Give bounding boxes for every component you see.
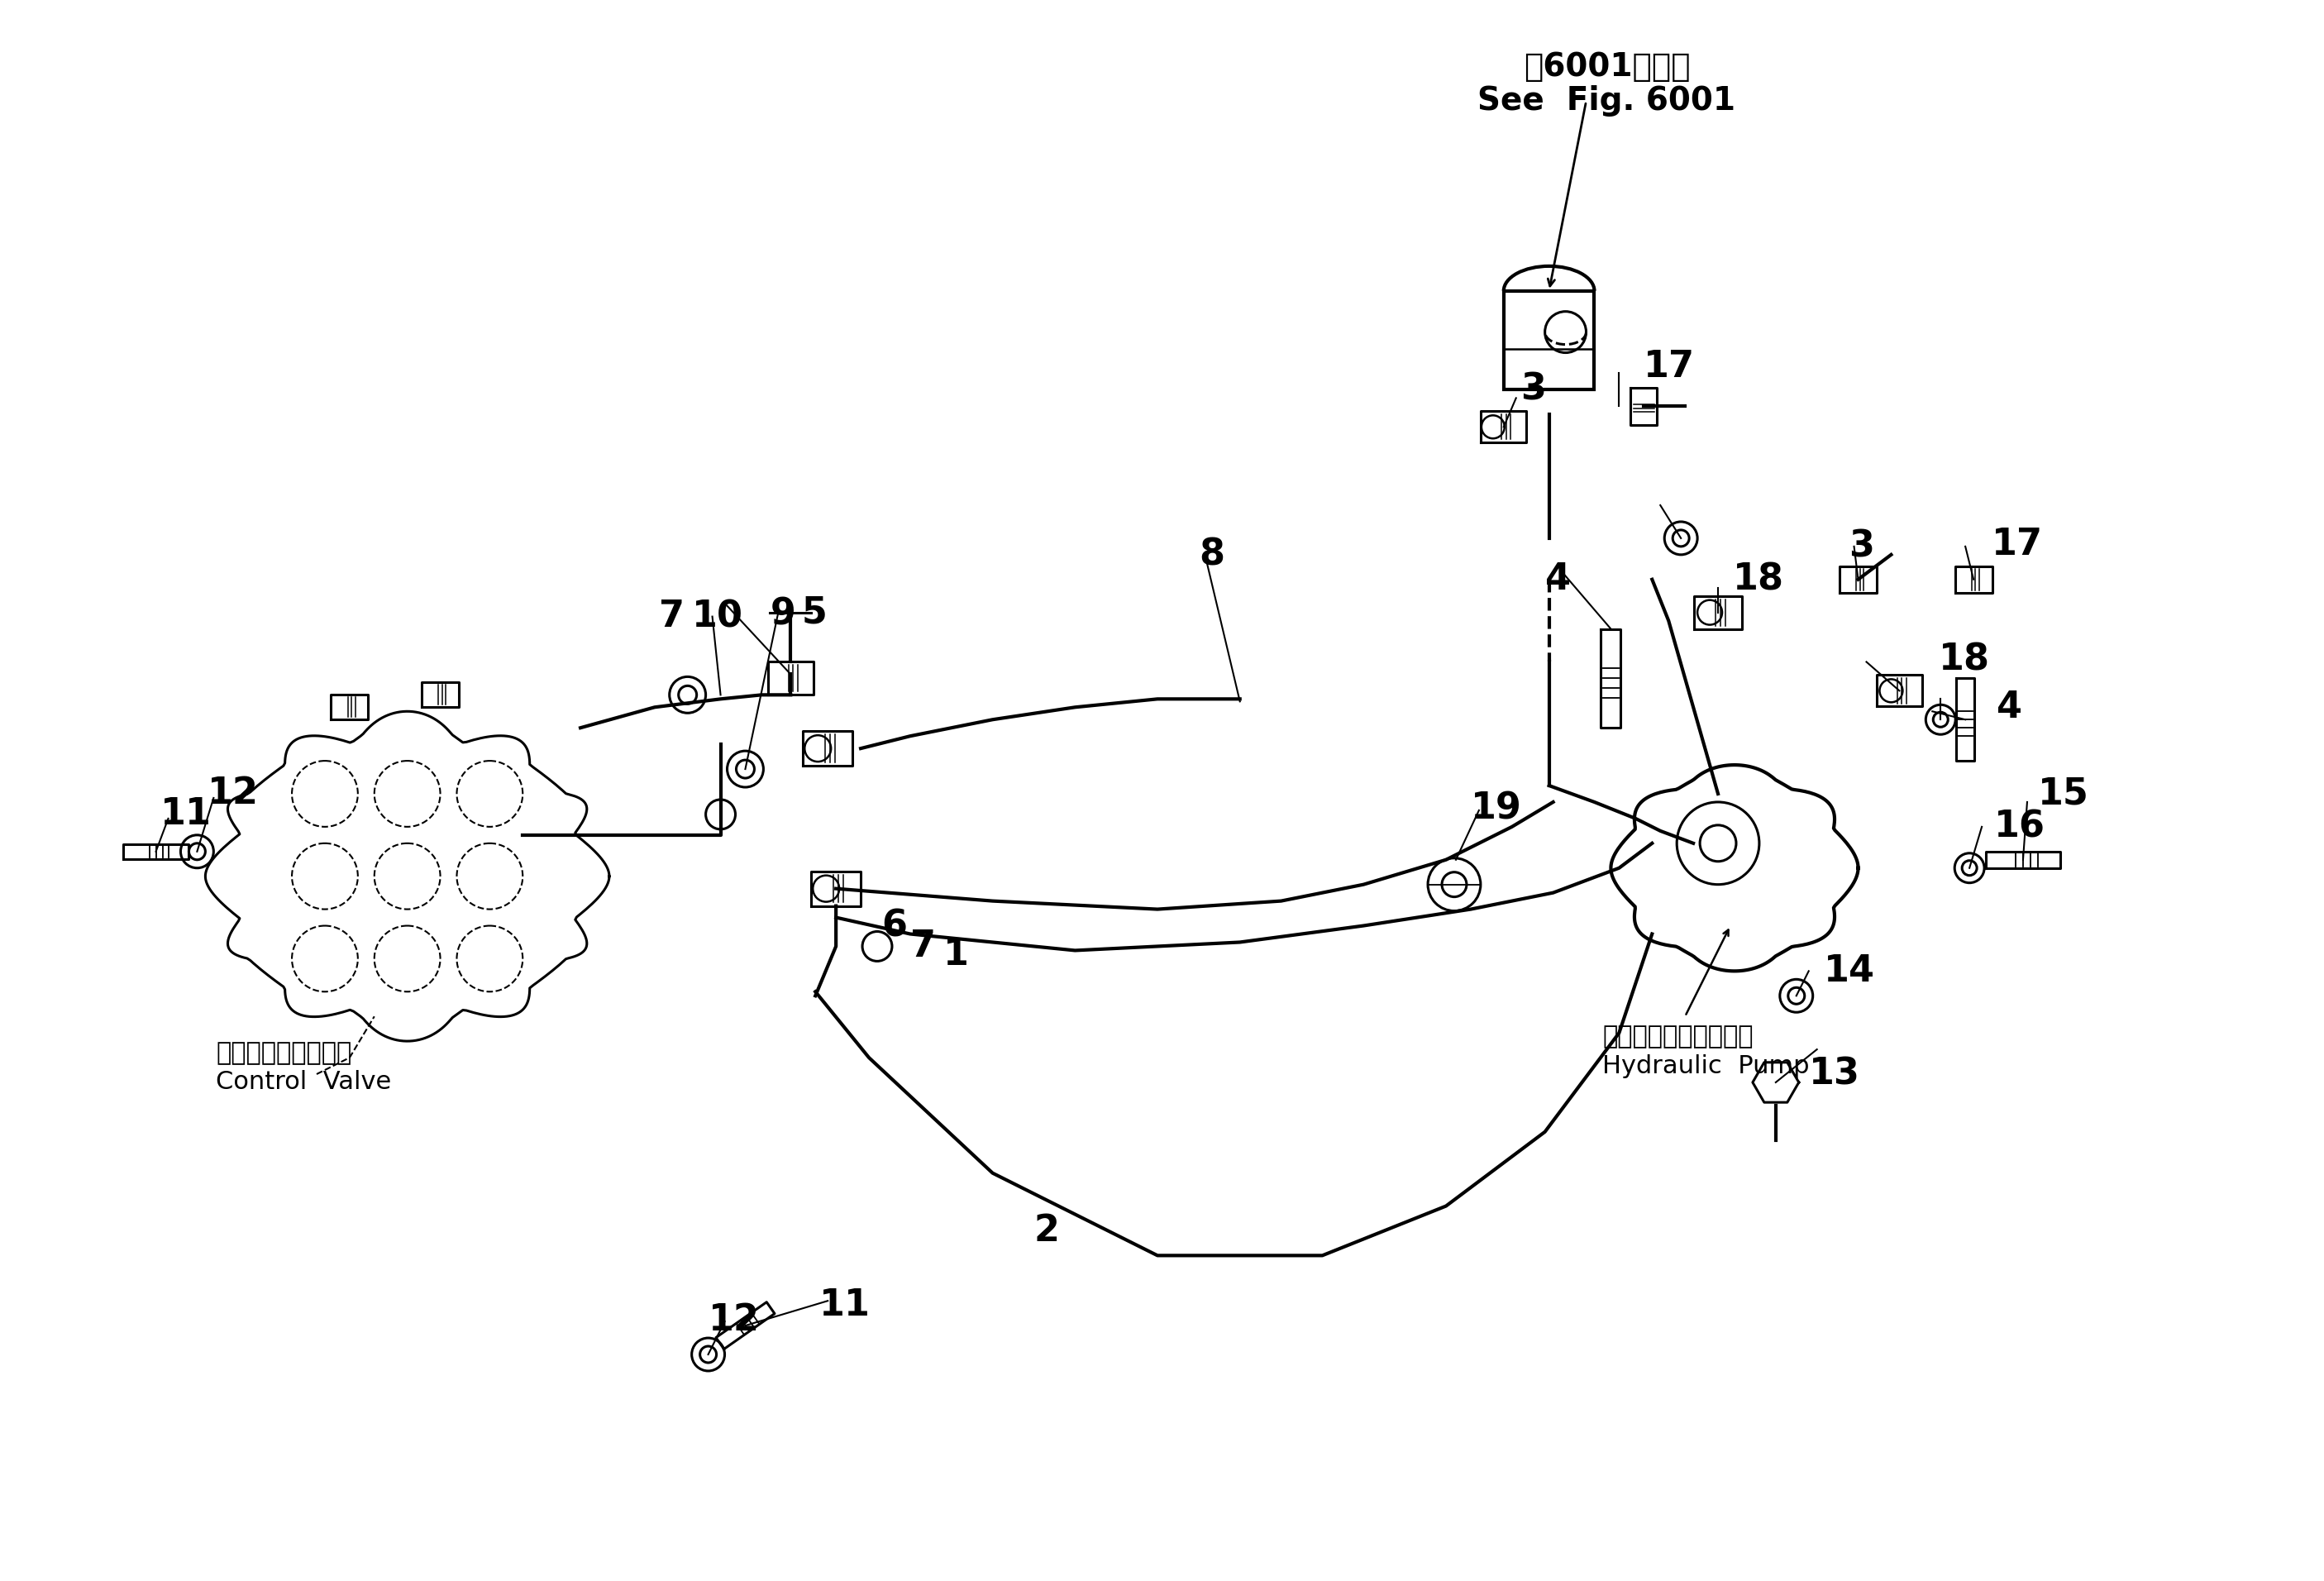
Text: 4: 4 [1996, 689, 2022, 726]
Text: 18: 18 [1734, 561, 1785, 598]
Text: 5: 5 [802, 594, 827, 631]
Text: 3: 3 [1520, 372, 1545, 408]
Text: 17: 17 [1643, 349, 1694, 384]
Text: 16: 16 [1994, 809, 2045, 844]
Text: 13: 13 [1808, 1056, 1859, 1092]
Text: 4: 4 [1545, 561, 1571, 598]
Text: 7: 7 [911, 928, 937, 964]
Text: コントロールバルブ: コントロールバルブ [216, 1042, 351, 1066]
Text: 11: 11 [820, 1287, 872, 1323]
Text: 12: 12 [207, 776, 258, 811]
Text: 11: 11 [160, 797, 211, 832]
Text: 3: 3 [1848, 528, 1873, 564]
Text: 7: 7 [658, 599, 683, 634]
Text: 2: 2 [1034, 1213, 1060, 1249]
Text: 14: 14 [1824, 953, 1875, 988]
Text: See  Fig. 6001: See Fig. 6001 [1478, 85, 1736, 117]
Text: 17: 17 [1992, 526, 2043, 563]
Bar [1504, 291, 1594, 391]
Text: 19: 19 [1471, 790, 1522, 827]
Text: Hydraulic  Pump: Hydraulic Pump [1604, 1055, 1810, 1078]
Text: 6: 6 [881, 907, 906, 944]
Text: 8: 8 [1199, 538, 1225, 572]
Text: 18: 18 [1938, 642, 1989, 678]
Text: 15: 15 [2038, 776, 2089, 811]
Text: 1: 1 [944, 938, 969, 972]
Text: 10: 10 [693, 599, 744, 634]
Text: 12: 12 [709, 1303, 760, 1338]
Text: 第6001図参照: 第6001図参照 [1525, 51, 1690, 82]
Text: 9: 9 [769, 596, 795, 632]
Text: Control  Valve: Control Valve [216, 1070, 390, 1094]
Text: ハイドロリックポンプ: ハイドロリックポンプ [1604, 1024, 1755, 1050]
